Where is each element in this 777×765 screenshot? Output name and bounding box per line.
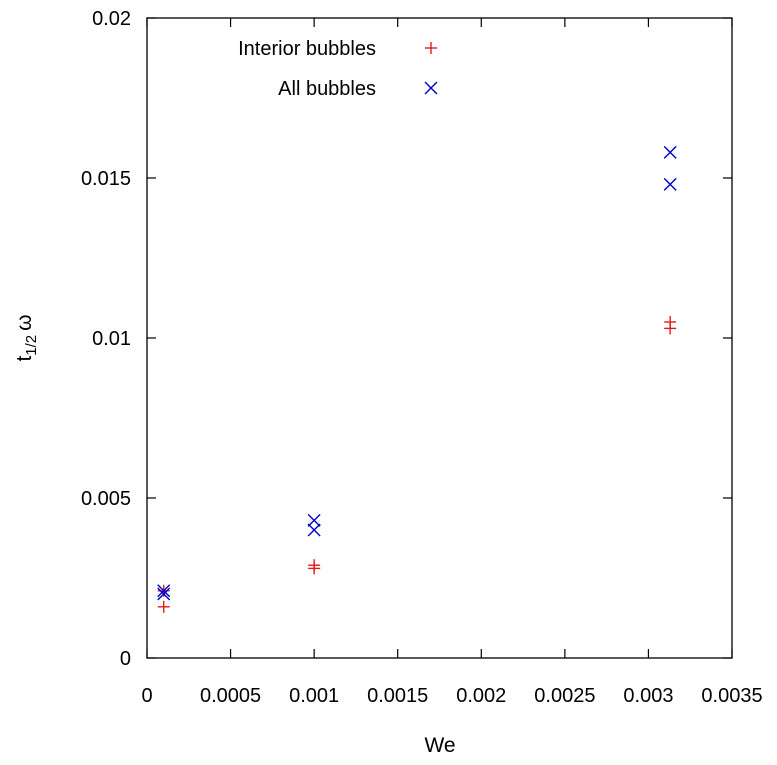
interior-bubbles-point: [157, 600, 170, 613]
all-bubbles-point: [307, 513, 321, 527]
x-tick-label: 0.0015: [367, 685, 428, 707]
y-tick-label: 0.015: [81, 168, 131, 190]
x-tick-label: 0.003: [623, 685, 673, 707]
axis-tick-labels: 0 0.0005 0.001 0.0015 0.002 0.0025 0.003 0.0035…: [81, 8, 763, 707]
legend: Interior bubbles All bubbles: [238, 38, 438, 100]
y-tick-label: 0.005: [81, 488, 131, 510]
all-bubbles-point: [663, 177, 677, 191]
legend-marker: [425, 42, 437, 54]
y-tick-label: 0: [120, 648, 131, 670]
y-tick-label: 0.01: [92, 328, 131, 350]
x-tick-label: 0.0025: [534, 685, 595, 707]
data-points: [157, 145, 677, 613]
legend-label: All bubbles: [278, 78, 376, 100]
all-bubbles-point: [307, 523, 321, 537]
axis-ticks: [146, 17, 733, 659]
x-tick-label: 0.001: [289, 685, 339, 707]
all-bubbles-point: [157, 587, 171, 601]
x-tick-label: 0.0035: [701, 685, 762, 707]
interior-bubbles-point: [308, 559, 321, 572]
x-tick-label: 0.0005: [200, 685, 261, 707]
y-tick-label: 0.02: [92, 8, 131, 30]
all-bubbles-point: [157, 584, 171, 598]
plot-frame: [146, 17, 733, 659]
x-axis-label: We: [424, 734, 455, 757]
y-axis-label-base: t: [13, 356, 36, 362]
x-tick-label: 0.002: [456, 685, 506, 707]
x-tick-label: 0: [141, 685, 152, 707]
legend-label: Interior bubbles: [238, 38, 376, 60]
legend-marker: [424, 81, 438, 95]
y-axis-label-subscript: 1/2: [23, 335, 40, 356]
y-axis-label-suffix: ω: [13, 314, 36, 330]
all-bubbles-point: [663, 145, 677, 159]
interior-bubbles-point: [664, 316, 677, 328]
y-axis-label: t1/2 ω: [13, 314, 40, 361]
